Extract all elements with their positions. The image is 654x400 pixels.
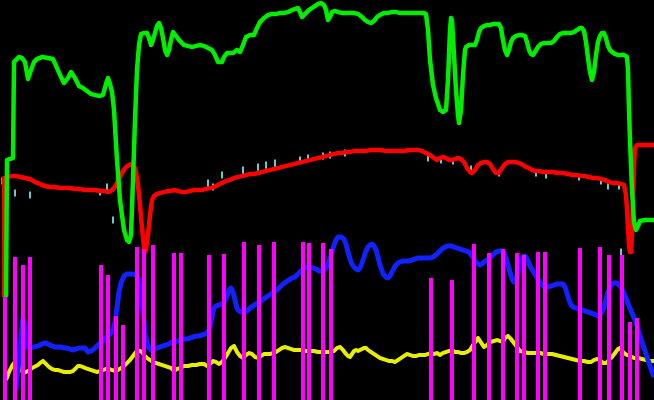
magenta-event-bars — [3, 242, 639, 400]
green-line-series — [3, 0, 654, 298]
red-line-series — [1, 142, 654, 297]
blue-line-series — [13, 234, 654, 391]
